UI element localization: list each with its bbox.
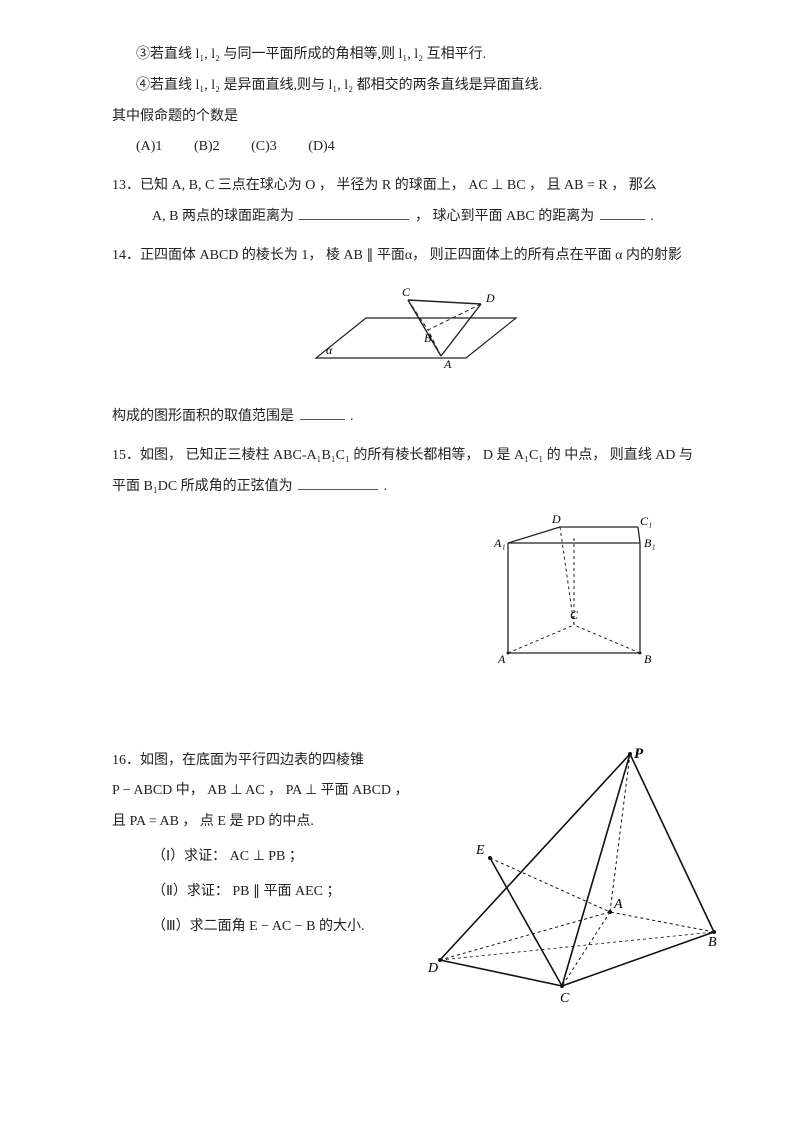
label-c: C (560, 991, 570, 1006)
q16-part1: （Ⅰ）求证： AC ⊥ PB ； (112, 842, 412, 873)
option-a: (A)1 (136, 139, 162, 154)
q15-end: . (384, 479, 388, 494)
label-a: A (497, 652, 506, 666)
q16-part2: （Ⅱ）求证： PB ∥ 平面 AEC ； (112, 877, 412, 908)
label-b: B (708, 935, 717, 950)
question-16: 16．如图，在底面为平行四边表的四棱锥 P − ABCD 中， AB ⊥ AC … (112, 746, 720, 1029)
q13-mid: ， 球心到平面 ABC 的距离为 (415, 209, 594, 224)
figure-15: A₁ B₁ C₁ D A B C (112, 513, 660, 686)
question-14: 14．正四面体 ABCD 的棱长为 1， 棱 AB ∥ 平面α， 则正四面体上的… (112, 241, 720, 433)
q14-line1: 14．正四面体 ABCD 的棱长为 1， 棱 AB ∥ 平面α， 则正四面体上的… (112, 241, 720, 272)
label-p: P (634, 746, 644, 762)
q13-end: . (650, 209, 654, 224)
label-d: D (485, 291, 495, 305)
statement-4: ④若直线 l₁, l₂ 是异面直线,则与 l₁, l₂ 都相交的两条直线是异面直… (112, 71, 720, 102)
q13-line1: 13．已知 A, B, C 三点在球心为 O ， 半径为 R 的球面上， AC … (112, 171, 720, 202)
blank-fill (298, 476, 378, 490)
label-c: C (402, 285, 411, 299)
q13-line2: A, B 两点的球面距离为 ， 球心到平面 ABC 的距离为 . (112, 202, 720, 233)
blank-fill (299, 206, 409, 220)
option-b: (B)2 (194, 139, 220, 154)
question-13: 13．已知 A, B, C 三点在球心为 O ， 半径为 R 的球面上， AC … (112, 171, 720, 233)
q13-prefix: A, B 两点的球面距离为 (152, 209, 294, 224)
label-d: D (551, 513, 561, 526)
label-c1: C₁ (640, 514, 652, 528)
figure-16: P A B C D E (412, 746, 722, 1029)
q16-line2: P − ABCD 中， AB ⊥ AC ， PA ⊥ 平面 ABCD ， (112, 776, 412, 807)
mc-options: (A)1 (B)2 (C)3 (D)4 (112, 132, 720, 163)
tetrahedron-plane-icon: C D B A α (306, 278, 526, 388)
q16-text-block: 16．如图，在底面为平行四边表的四棱锥 P − ABCD 中， AB ⊥ AC … (112, 746, 412, 943)
figure-14: C D B A α (112, 278, 720, 401)
label-a: A (443, 357, 452, 371)
label-e: E (475, 843, 485, 858)
q14-prefix: 构成的图形面积的取值范围是 (112, 409, 294, 424)
label-b: B (644, 652, 652, 666)
blank-fill (600, 206, 645, 220)
statement-3: ③若直线 l₁, l₂ 与同一平面所成的角相等,则 l₁, l₂ 互相平行. (112, 40, 720, 71)
label-a1: A₁ (493, 536, 506, 550)
q14-line2: 构成的图形面积的取值范围是 . (112, 402, 720, 433)
q14-end: . (350, 409, 354, 424)
option-c: (C)3 (251, 139, 277, 154)
q16-line3: 且 PA = AB ， 点 E 是 PD 的中点. (112, 807, 412, 838)
label-b1: B₁ (644, 536, 656, 550)
label-b: B (424, 331, 432, 345)
q15-prefix: 平面 B₁DC 所成角的正弦值为 (112, 479, 293, 494)
question-15: 15．如图， 已知正三棱柱 ABC-A₁B₁C₁ 的所有棱长都相等， D 是 A… (112, 441, 720, 685)
label-a: A (613, 897, 623, 912)
q15-line1: 15．如图， 已知正三棱柱 ABC-A₁B₁C₁ 的所有棱长都相等， D 是 A… (112, 441, 720, 472)
triangular-prism-icon: A₁ B₁ C₁ D A B C (490, 513, 660, 673)
blank-fill (300, 406, 345, 420)
label-c: C (570, 608, 579, 622)
q15-line2: 平面 B₁DC 所成角的正弦值为 . (112, 472, 720, 503)
statement-tail: 其中假命题的个数是 (112, 102, 720, 133)
pyramid-parallelogram-icon: P A B C D E (422, 746, 722, 1016)
option-d: (D)4 (308, 139, 334, 154)
label-alpha: α (326, 343, 333, 357)
q16-part3: （Ⅲ）求二面角 E − AC − B 的大小. (112, 912, 412, 943)
label-d: D (427, 961, 438, 976)
q16-line1: 16．如图，在底面为平行四边表的四棱锥 (112, 746, 412, 777)
